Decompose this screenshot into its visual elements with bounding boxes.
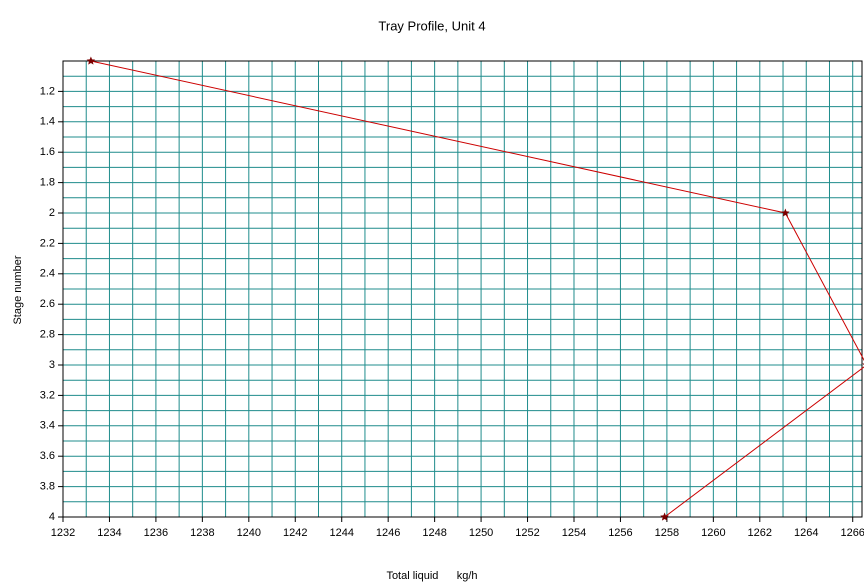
point-marker	[781, 208, 790, 217]
x-tick-label: 1250	[469, 527, 493, 539]
y-tick-label: 2	[49, 207, 55, 219]
x-tick-label: 1252	[515, 527, 539, 539]
x-tick-label: 1232	[51, 527, 75, 539]
y-tick-label: 3.6	[40, 450, 55, 462]
x-tick-label: 1236	[144, 527, 168, 539]
x-tick-label: 1238	[190, 527, 214, 539]
x-tick-label: 1266	[840, 527, 864, 539]
x-tick-label: 1258	[655, 527, 679, 539]
y-tick-label: 3	[49, 359, 55, 371]
x-tick-label: 1256	[608, 527, 632, 539]
x-tick-label: 1254	[562, 527, 586, 539]
y-tick-label: 2.8	[40, 329, 55, 341]
series-line	[90, 60, 864, 518]
x-tick-label: 1244	[329, 527, 353, 539]
plot-frame	[62, 60, 863, 518]
point-marker	[660, 512, 669, 521]
x-tick-label: 1242	[283, 527, 307, 539]
y-tick-label: 4	[49, 511, 55, 523]
y-tick-label: 2.2	[40, 237, 55, 249]
y-tick-label: 1.2	[40, 85, 55, 97]
x-tick-label: 1234	[97, 527, 121, 539]
y-tick-label: 2.6	[40, 298, 55, 310]
x-tick-label: 1260	[701, 527, 725, 539]
chart-title: Tray Profile, Unit 4	[378, 18, 485, 33]
x-tick-label: 1240	[237, 527, 261, 539]
x-tick-label: 1262	[748, 527, 772, 539]
x-tick-label: 1264	[794, 527, 818, 539]
y-tick-label: 1.4	[40, 116, 55, 128]
y-tick-label: 1.8	[40, 177, 55, 189]
y-axis-label: Stage number	[12, 255, 24, 324]
x-tick-label: 1248	[422, 527, 446, 539]
x-tick-label: 1246	[376, 527, 400, 539]
y-tick-label: 1.6	[40, 146, 55, 158]
y-tick-label: 3.2	[40, 389, 55, 401]
point-marker	[86, 56, 96, 65]
y-tick-label: 3.8	[40, 481, 55, 493]
x-axis-label: Total liquid kg/h	[386, 570, 477, 582]
y-tick-label: 3.4	[40, 420, 55, 432]
y-tick-label: 2.4	[40, 268, 55, 280]
